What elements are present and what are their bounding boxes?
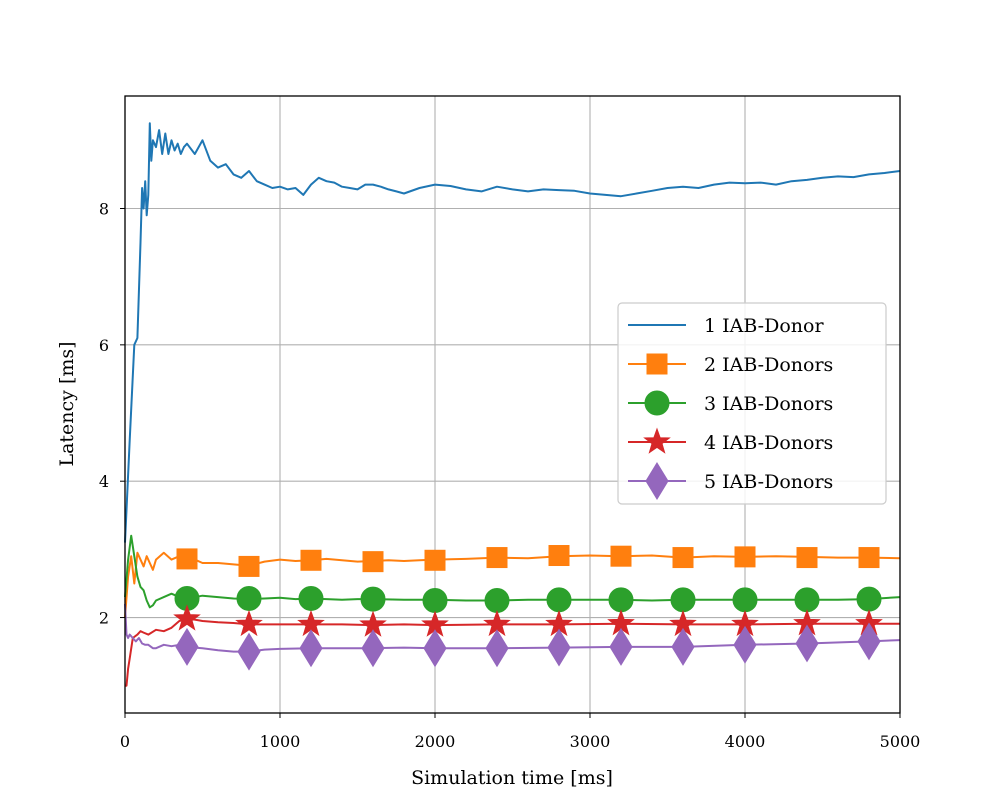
series-marker-3 [484, 588, 510, 614]
plot-frame [124, 95, 901, 714]
series-marker-5 [361, 629, 385, 668]
series-marker-2 [362, 551, 384, 573]
series-marker-5 [423, 629, 447, 668]
axis-ticks: 0 1000 2000 3000 4000 5000 2 4 6 8 [99, 199, 921, 751]
series-marker-2 [858, 547, 880, 569]
series-marker-4 [173, 604, 201, 631]
series-marker-3 [608, 587, 634, 613]
x-axis-label: Simulation time [ms] [411, 767, 613, 789]
x-tick-label: 3000 [570, 732, 611, 751]
series-marker-3 [422, 588, 448, 614]
series-marker-5 [671, 627, 695, 666]
legend-box [617, 302, 887, 505]
x-tick-label: 5000 [880, 732, 921, 751]
legend-swatch-marker [643, 427, 671, 454]
series-marker-2 [672, 547, 694, 569]
series-marker-2 [734, 546, 756, 568]
series-marker-4 [235, 609, 263, 637]
series-marker-3 [856, 586, 882, 612]
series-marker-3 [360, 586, 386, 612]
x-tick-label: 0 [120, 732, 130, 751]
legend-swatch-marker [646, 353, 668, 375]
series-marker-2 [486, 547, 508, 569]
series-marker-2 [424, 549, 446, 571]
series-marker-5 [485, 629, 509, 668]
series-marker-3 [670, 587, 696, 613]
x-tick-label: 2000 [415, 732, 456, 751]
series-line-1 [124, 122, 901, 543]
series-marker-2 [300, 549, 322, 571]
series-marker-5 [857, 622, 881, 661]
y-axis-label: Latency [ms] [56, 341, 78, 466]
series-markers [173, 545, 883, 671]
series-marker-3 [546, 587, 572, 613]
series-marker-5 [733, 625, 757, 664]
legend-swatch-marker [645, 462, 669, 500]
series-marker-2 [238, 555, 260, 577]
legend-label: 3 IAB-Donors [704, 393, 833, 415]
x-tick-label: 4000 [725, 732, 766, 751]
legend-label: 2 IAB-Donors [704, 354, 833, 376]
y-tick-label: 4 [99, 472, 109, 491]
legend: 1 IAB-Donor 2 IAB-Donors 3 IAB-Donors 4 IAB… [617, 302, 887, 505]
series-marker-5 [175, 627, 199, 666]
series-marker-2 [548, 545, 570, 567]
series-marker-5 [795, 624, 819, 663]
y-tick-label: 2 [99, 609, 109, 628]
series-marker-3 [794, 587, 820, 613]
series-marker-3 [298, 585, 324, 611]
series-marker-5 [237, 632, 261, 671]
series-marker-5 [609, 627, 633, 666]
series-line-4 [125, 617, 900, 687]
series-marker-2 [796, 547, 818, 569]
series-marker-5 [299, 629, 323, 668]
series-marker-2 [610, 545, 632, 567]
series-marker-3 [236, 585, 262, 611]
x-tick-label: 1000 [260, 732, 301, 751]
legend-label: 1 IAB-Donor [704, 315, 824, 337]
legend-swatch-marker [644, 390, 670, 416]
legend-label: 5 IAB-Donors [704, 471, 833, 493]
series-marker-2 [176, 548, 198, 570]
series-marker-5 [547, 628, 571, 667]
y-tick-label: 6 [99, 336, 109, 355]
series-marker-3 [732, 587, 758, 613]
y-tick-label: 8 [99, 199, 109, 218]
legend-label: 4 IAB-Donors [704, 432, 833, 454]
